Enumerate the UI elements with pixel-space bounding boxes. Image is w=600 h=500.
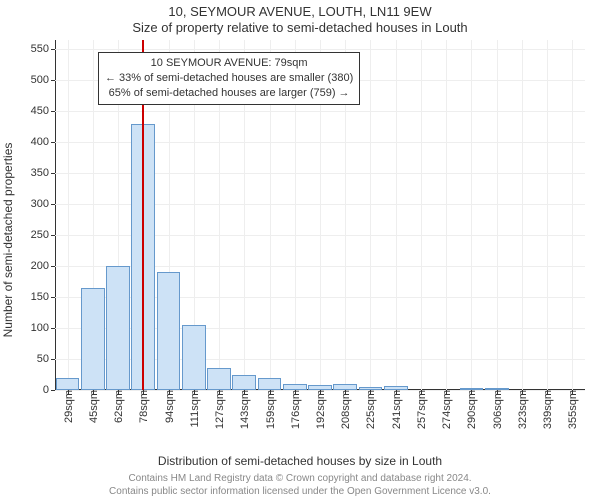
ytick-label: 50 [37, 353, 55, 365]
gridline-vertical [68, 40, 69, 390]
histogram-bar [283, 384, 307, 390]
histogram-plot: 05010015020025030035040045050055029sqm45… [55, 40, 585, 390]
xtick-label: 143sqm [237, 390, 251, 429]
footer-attribution: Contains HM Land Registry data © Crown c… [0, 473, 600, 498]
footer-line-1: Contains HM Land Registry data © Crown c… [128, 473, 471, 484]
histogram-bar [460, 388, 484, 390]
ytick-label: 300 [31, 198, 55, 210]
xtick-label: 62sqm [111, 390, 125, 423]
xtick-label: 45sqm [86, 390, 100, 423]
annotation-box: 10 SEYMOUR AVENUE: 79sqm← 33% of semi-de… [98, 52, 360, 105]
xtick-label: 339sqm [540, 390, 554, 429]
ytick-label: 500 [31, 74, 55, 86]
xtick-label: 111sqm [187, 390, 201, 428]
xtick-label: 257sqm [414, 390, 428, 429]
ytick-label: 450 [31, 105, 55, 117]
histogram-bar [384, 386, 408, 390]
gridline-vertical [572, 40, 573, 390]
gridline-vertical [497, 40, 498, 390]
xtick-label: 159sqm [263, 390, 277, 429]
xtick-label: 241sqm [389, 390, 403, 429]
gridline-vertical [370, 40, 371, 390]
histogram-bar [359, 387, 383, 390]
gridline-vertical [421, 40, 422, 390]
histogram-bar [258, 378, 282, 390]
gridline-vertical [446, 40, 447, 390]
histogram-bar [232, 375, 256, 390]
ytick-label: 250 [31, 229, 55, 241]
xtick-label: 94sqm [162, 390, 176, 423]
y-axis-label: Number of semi-detached properties [1, 143, 15, 338]
gridline-vertical [522, 40, 523, 390]
histogram-bar [182, 325, 206, 390]
gridline-vertical [547, 40, 548, 390]
histogram-bar [308, 385, 332, 390]
xtick-label: 176sqm [288, 390, 302, 429]
histogram-bar [157, 272, 181, 390]
gridline-vertical [396, 40, 397, 390]
histogram-bar [106, 266, 130, 390]
xtick-label: 192sqm [313, 390, 327, 429]
histogram-bar [333, 384, 357, 390]
annotation-line-1: 10 SEYMOUR AVENUE: 79sqm [105, 56, 353, 71]
title-line-1: 10, SEYMOUR AVENUE, LOUTH, LN11 9EW [0, 4, 600, 19]
ytick-label: 350 [31, 167, 55, 179]
xtick-label: 355sqm [565, 390, 579, 429]
xtick-label: 323sqm [515, 390, 529, 429]
ytick-label: 100 [31, 322, 55, 334]
ytick-label: 550 [31, 43, 55, 55]
histogram-bar [485, 388, 509, 390]
xtick-label: 290sqm [464, 390, 478, 429]
ytick-label: 0 [43, 384, 55, 396]
annotation-line-2: ← 33% of semi-detached houses are smalle… [105, 71, 353, 86]
histogram-bar [81, 288, 105, 390]
xtick-label: 306sqm [490, 390, 504, 429]
footer-line-2: Contains public sector information licen… [109, 486, 491, 497]
ytick-label: 400 [31, 136, 55, 148]
xtick-label: 29sqm [61, 390, 75, 423]
histogram-bar [207, 368, 231, 390]
title-line-2: Size of property relative to semi-detach… [0, 20, 600, 35]
ytick-label: 150 [31, 291, 55, 303]
annotation-line-3: 65% of semi-detached houses are larger (… [105, 86, 353, 101]
gridline-vertical [471, 40, 472, 390]
xtick-label: 208sqm [338, 390, 352, 429]
xtick-label: 127sqm [212, 390, 226, 429]
xtick-label: 274sqm [439, 390, 453, 429]
xtick-label: 78sqm [136, 390, 150, 423]
ytick-label: 200 [31, 260, 55, 272]
histogram-bar [56, 378, 80, 390]
x-axis-label: Distribution of semi-detached houses by … [0, 454, 600, 468]
xtick-label: 225sqm [363, 390, 377, 429]
